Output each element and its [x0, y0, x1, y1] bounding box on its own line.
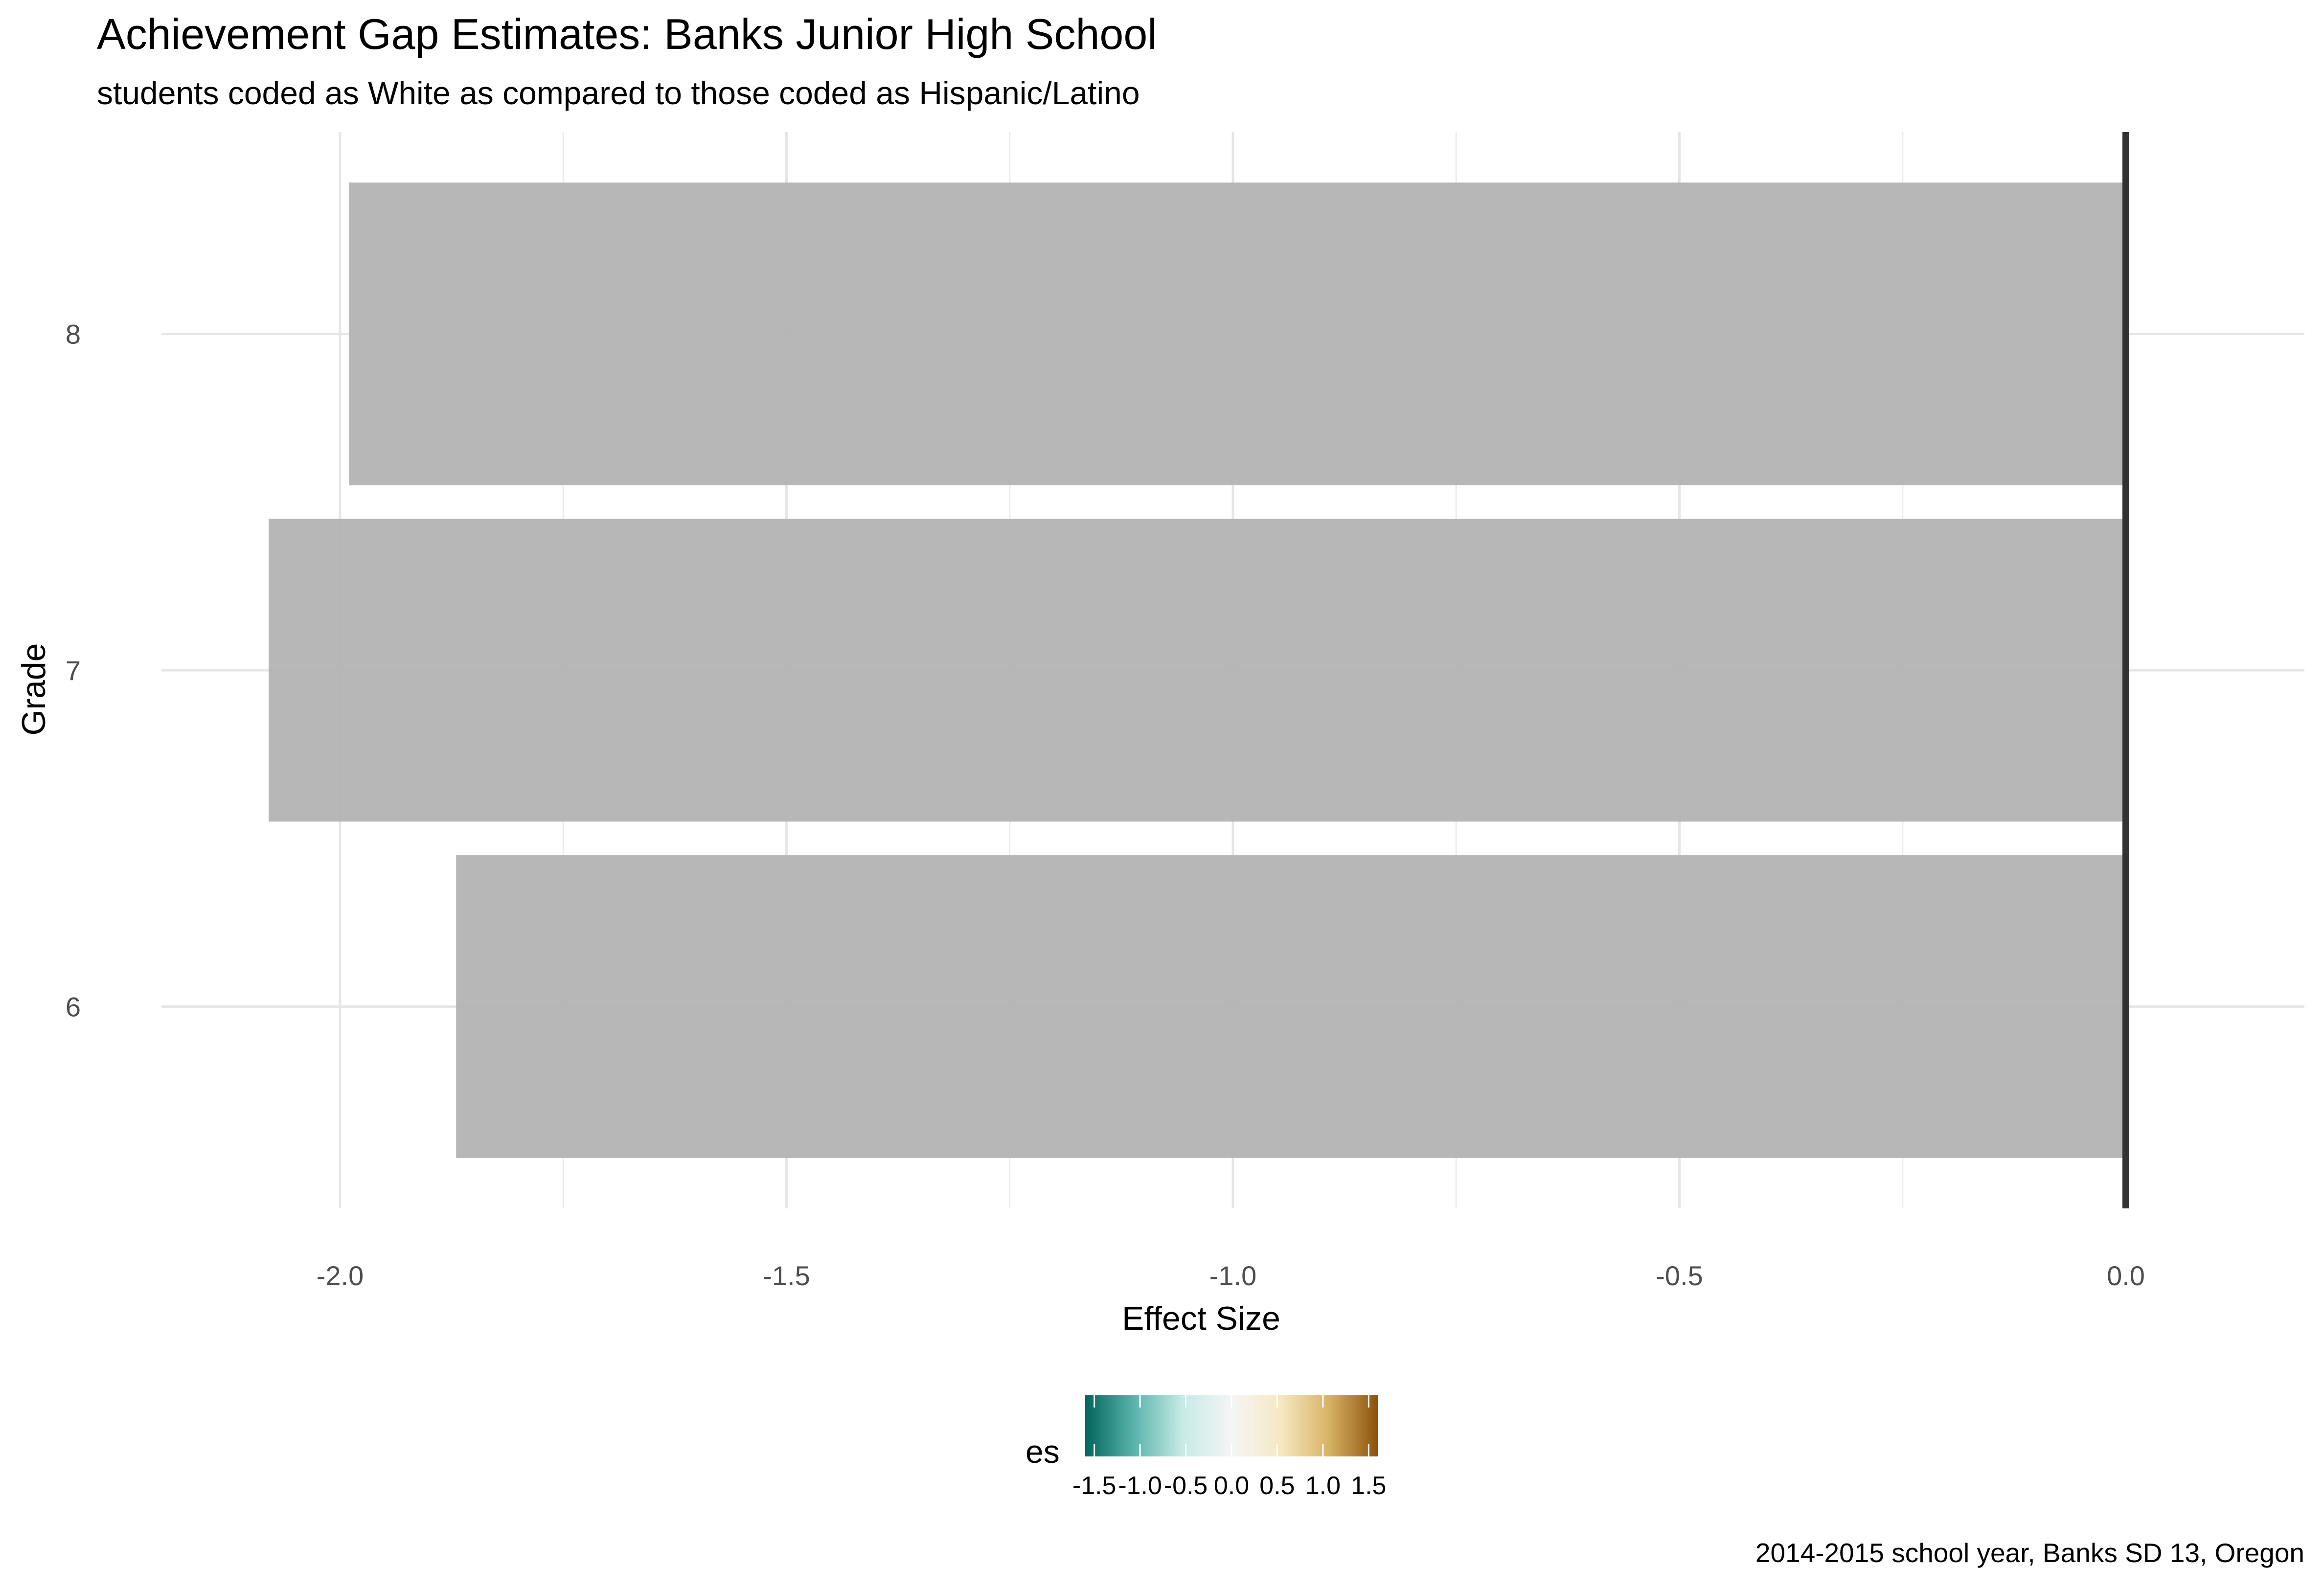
x-tick-label: -2.0: [317, 1260, 364, 1291]
y-tick-label: 8: [66, 319, 81, 350]
chart-title: Achievement Gap Estimates: Banks Junior …: [97, 10, 1157, 58]
legend-tick-label: 1.0: [1305, 1472, 1341, 1500]
legend-tick-label: 1.5: [1351, 1472, 1386, 1500]
x-axis-title: Effect Size: [1122, 1300, 1280, 1337]
x-tick-label: -1.0: [1209, 1260, 1257, 1291]
bar-grade-6: [456, 855, 2126, 1158]
bar-grade-8: [349, 182, 2126, 485]
legend: es -1.5 -1.0 -0.5 0.0 0.5 1.0 1.5: [1025, 1395, 1386, 1500]
legend-title: es: [1025, 1433, 1060, 1470]
chart-subtitle: students coded as White as compared to t…: [97, 75, 1140, 111]
legend-tick-label: -1.5: [1072, 1472, 1116, 1500]
x-tick-label: 0.0: [2107, 1260, 2145, 1291]
y-tick-label: 7: [66, 655, 81, 686]
x-tick-label: -1.5: [763, 1260, 810, 1291]
x-axis-ticks: -2.0 -1.5 -1.0 -0.5 0.0: [317, 1260, 2145, 1291]
x-tick-label: -0.5: [1656, 1260, 1703, 1291]
legend-tick-label: 0.5: [1259, 1472, 1295, 1500]
y-axis-title: Grade: [15, 643, 52, 736]
legend-tick-label: -1.0: [1118, 1472, 1162, 1500]
caption: 2014-2015 school year, Banks SD 13, Oreg…: [1755, 1538, 2304, 1568]
bar-grade-7: [269, 519, 2126, 822]
legend-tick-label: 0.0: [1214, 1472, 1249, 1500]
legend-tick-label: -0.5: [1164, 1472, 1208, 1500]
y-axis-ticks: 6 7 8: [66, 319, 81, 1022]
y-tick-label: 6: [66, 992, 81, 1022]
bars: [269, 182, 2126, 1158]
